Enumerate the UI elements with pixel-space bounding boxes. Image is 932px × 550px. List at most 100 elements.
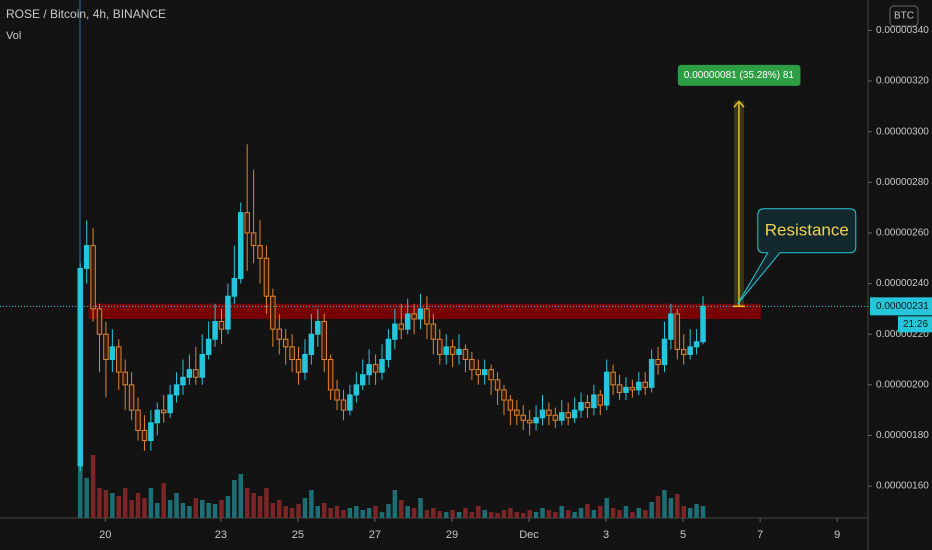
volume-bar bbox=[520, 513, 526, 518]
volume-bar bbox=[488, 512, 494, 518]
volume-bar bbox=[630, 512, 635, 518]
volume-bar bbox=[585, 504, 590, 518]
currency-label[interactable]: BTC bbox=[894, 11, 914, 22]
volume-bar bbox=[437, 511, 443, 518]
candle-body bbox=[212, 321, 218, 340]
candle-body bbox=[424, 308, 430, 325]
candle-body bbox=[122, 371, 128, 386]
candle-body bbox=[610, 371, 616, 386]
candle-body bbox=[591, 394, 597, 409]
y-tick-label: 0.00000280 bbox=[876, 177, 929, 188]
volume-bar bbox=[399, 500, 404, 518]
candle-body bbox=[385, 338, 392, 361]
volume-bar bbox=[604, 498, 609, 518]
candle-body bbox=[347, 394, 353, 411]
x-tick-label: 23 bbox=[215, 529, 227, 541]
volume-bar bbox=[386, 504, 391, 518]
candle-body bbox=[327, 359, 334, 391]
x-tick-label: 3 bbox=[603, 529, 609, 541]
candle-body bbox=[469, 359, 475, 371]
candle-body bbox=[539, 409, 546, 419]
candle-body bbox=[270, 295, 276, 330]
candle-body bbox=[148, 422, 154, 442]
candle-body bbox=[674, 313, 681, 350]
volume-bar bbox=[700, 506, 706, 518]
volume-bar bbox=[675, 494, 680, 518]
volume-bar bbox=[270, 503, 276, 518]
volume-bar bbox=[501, 510, 507, 518]
candle-body bbox=[430, 323, 437, 340]
candle-body bbox=[141, 429, 148, 442]
candle-body bbox=[514, 409, 520, 416]
volume-bar bbox=[155, 503, 160, 518]
volume-bar bbox=[649, 502, 654, 518]
candle-body bbox=[546, 409, 552, 416]
candle-body bbox=[623, 386, 629, 393]
candle-body bbox=[295, 359, 302, 373]
volume-bar bbox=[366, 508, 372, 518]
candle-body bbox=[193, 369, 199, 378]
volume-bar bbox=[668, 498, 674, 518]
candle-body bbox=[154, 409, 161, 424]
candle-body bbox=[481, 369, 488, 376]
volume-bar bbox=[328, 508, 333, 518]
candle-body bbox=[411, 313, 417, 320]
callout bbox=[737, 208, 857, 305]
candle-body bbox=[250, 232, 257, 247]
volume-bar bbox=[405, 506, 410, 518]
candle-body bbox=[680, 348, 687, 355]
volume-bar bbox=[476, 506, 481, 518]
volume-bar bbox=[482, 510, 487, 518]
volume-bar bbox=[193, 498, 199, 518]
candle-body bbox=[629, 386, 636, 391]
volume-bar bbox=[598, 506, 603, 518]
volume-bar bbox=[546, 510, 552, 518]
volume-bar bbox=[212, 504, 218, 518]
candle-body bbox=[648, 359, 655, 388]
candle-body bbox=[636, 381, 642, 391]
y-tick-label: 0.00000160 bbox=[876, 481, 929, 492]
volume-bar bbox=[347, 508, 353, 518]
volume-bar bbox=[225, 496, 231, 518]
candle-body bbox=[128, 384, 135, 411]
volume-bar bbox=[283, 506, 288, 518]
candle-body bbox=[315, 321, 321, 335]
volume-bar bbox=[135, 493, 141, 518]
volume-bar bbox=[456, 512, 462, 518]
volume-bar bbox=[572, 512, 577, 518]
volume-bar bbox=[360, 510, 365, 518]
volume-label: Vol bbox=[6, 30, 21, 42]
candle-body bbox=[244, 212, 250, 234]
x-tick-label: 27 bbox=[369, 529, 381, 541]
volume-bar bbox=[565, 510, 571, 518]
candle-body bbox=[225, 295, 231, 330]
x-tick-label: 25 bbox=[292, 529, 304, 541]
plot-area bbox=[77, 144, 761, 518]
candle-body bbox=[462, 348, 469, 361]
volume-bar bbox=[431, 508, 436, 518]
volume-bar bbox=[206, 503, 211, 518]
volume-bar bbox=[591, 510, 597, 518]
chart-title: ROSE / Bitcoin, 4h, BINANCE bbox=[6, 7, 166, 21]
candle-body bbox=[571, 409, 578, 419]
last-price-label: 0.00000231 bbox=[876, 301, 929, 312]
candle-body bbox=[103, 333, 109, 361]
candle-body bbox=[276, 328, 283, 340]
volume-bar bbox=[450, 510, 455, 518]
volume-bar bbox=[97, 488, 102, 518]
volume-bar bbox=[527, 510, 532, 518]
volume-bar bbox=[662, 490, 667, 518]
volume-bar bbox=[142, 498, 147, 518]
candle-body bbox=[456, 348, 462, 355]
candle-body bbox=[552, 414, 559, 421]
candle-body bbox=[116, 346, 122, 373]
candle-body bbox=[263, 257, 270, 297]
currency-button[interactable] bbox=[889, 5, 919, 27]
candle-body bbox=[199, 353, 205, 378]
candle-body bbox=[180, 376, 186, 386]
candle-body bbox=[77, 267, 83, 467]
y-tick-label: 0.00000240 bbox=[876, 278, 929, 289]
volume-bar bbox=[148, 488, 154, 518]
candle-body bbox=[687, 346, 693, 355]
